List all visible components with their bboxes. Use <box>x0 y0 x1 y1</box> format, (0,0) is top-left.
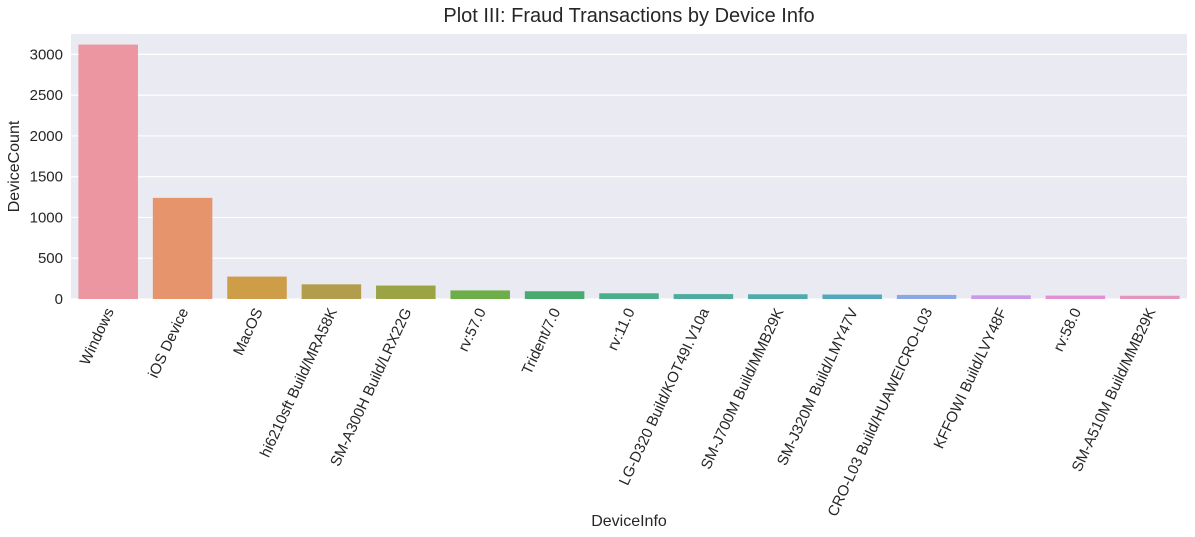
x-tick-label: SM-J320M Build/LMY47V <box>774 306 862 469</box>
bar-7 <box>524 291 585 299</box>
x-tick-label: rv:58.0 <box>1050 306 1085 355</box>
bar-9 <box>673 294 734 299</box>
bar-11 <box>822 294 882 299</box>
chart-title: Plot III: Fraud Transactions by Device I… <box>443 5 814 27</box>
x-tick-label: rv:11.0 <box>604 306 638 354</box>
y-tick-label: 1500 <box>30 169 63 186</box>
bar-6 <box>450 290 510 299</box>
bar-8 <box>599 293 659 299</box>
bar-12 <box>896 294 957 299</box>
y-axis-title: DeviceCount <box>6 120 23 212</box>
bar-13 <box>971 295 1031 299</box>
y-tick-label: 2000 <box>30 128 63 145</box>
x-axis-title: DeviceInfo <box>591 513 667 530</box>
bar-10 <box>748 294 808 299</box>
y-axis-ticks: 0 500 1000 1500 2000 2500 3000 <box>30 46 63 308</box>
bar-4 <box>301 284 362 299</box>
y-tick-label: 500 <box>38 250 63 267</box>
bar-1 <box>78 44 138 299</box>
x-tick-label: SM-A510M Build/MMB29K <box>1069 306 1160 475</box>
x-tick-label: hi6210sft Build/MRA58K <box>257 306 341 461</box>
x-tick-label: iOS Device <box>145 306 192 381</box>
y-tick-label: 1000 <box>30 209 63 226</box>
x-tick-label: SM-J700M Build/MMB29K <box>698 306 788 473</box>
x-tick-label: MacOS <box>230 306 267 359</box>
bar-2 <box>152 197 213 299</box>
bars <box>78 44 1180 299</box>
x-tick-label: rv:57.0 <box>455 306 490 355</box>
plot-area <box>71 34 1187 299</box>
grid-lines <box>71 53 1187 300</box>
x-tick-label: Trident/7.0 <box>519 306 564 378</box>
x-tick-label: SM-A300H Build/LRX22G <box>327 306 415 470</box>
x-tick-label: Windows <box>77 306 118 368</box>
y-tick-label: 2500 <box>30 87 63 104</box>
bar-5 <box>376 285 436 299</box>
y-tick-label: 0 <box>55 291 63 308</box>
bar-15 <box>1120 295 1180 299</box>
x-tick-label: KFFOWI Build/LVY48F <box>931 306 1011 452</box>
bar-14 <box>1045 295 1106 299</box>
bar-3 <box>227 276 287 299</box>
y-tick-label: 3000 <box>30 46 63 63</box>
